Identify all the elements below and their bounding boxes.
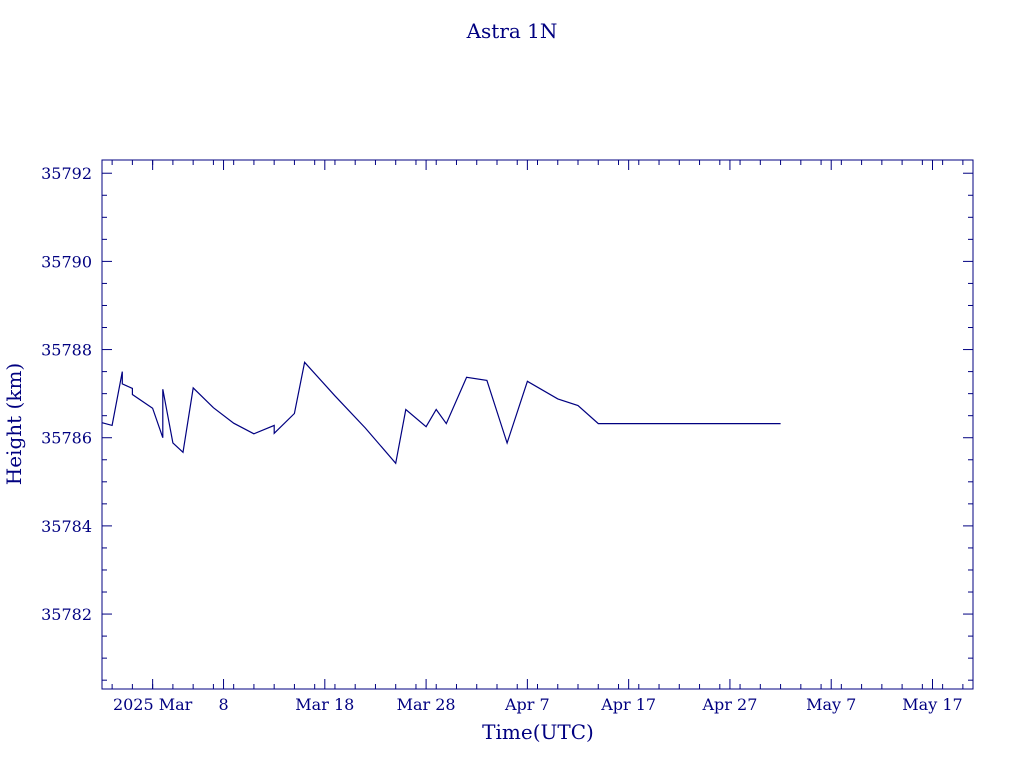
y-tick-label: 35786 [41,429,92,448]
y-axis-ticks: 35782 35784 35786 35788 35790 35792 [41,164,973,681]
x-tick-label: May 17 [902,695,962,714]
x-axis-label: Time(UTC) [482,720,594,744]
chart-title: Astra 1N [466,19,558,43]
y-tick-label: 35792 [41,164,92,183]
x-tick-label: 8 [218,695,228,714]
x-tick-label: Apr 27 [701,695,757,714]
x-tick-label: Apr 17 [600,695,656,714]
y-tick-label: 35784 [41,517,92,536]
y-axis-label: Height (km) [2,363,26,485]
y-tick-label: 35782 [41,605,92,624]
x-tick-label: May 7 [806,695,856,714]
plot-frame [101,159,974,690]
y-tick-label: 35790 [41,252,92,271]
x-tick-label: 2025 Mar [113,695,193,714]
x-axis-ticks: 2025 Mar 8 Mar 18 Mar 28 Apr 7 Apr 17 Apr 27 Ma… [111,160,964,714]
series-layer [101,361,781,465]
y-tick-label: 35788 [41,341,92,360]
x-tick-label: Apr 7 [504,695,550,714]
x-tick-label: Mar 18 [295,695,354,714]
height-series-line [101,361,781,465]
x-tick-label: Mar 28 [397,695,456,714]
